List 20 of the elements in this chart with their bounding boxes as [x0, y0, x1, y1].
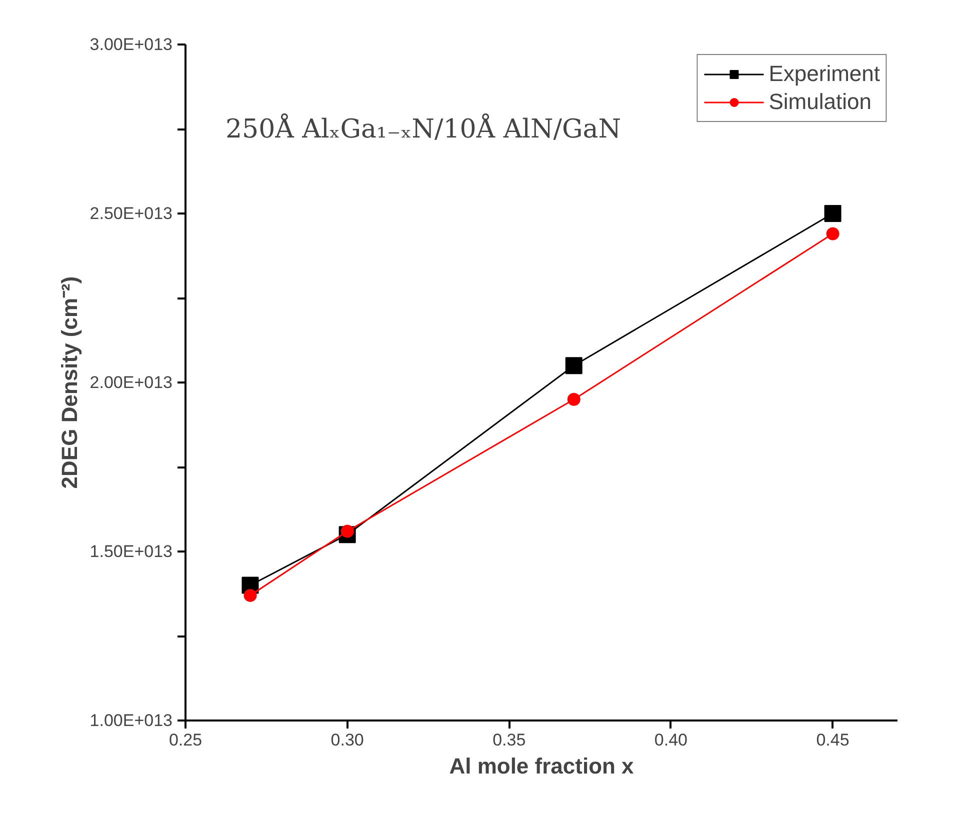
y-tick-label: 2.50E+013: [90, 204, 172, 223]
y-tick-label: 2.00E+013: [90, 373, 172, 392]
annotation: 250Å AlₓGa₁₋ₓN/10Å AlN/GaN: [226, 112, 621, 144]
y-tick-label: 1.50E+013: [90, 542, 172, 561]
x-tick-label: 0.25: [168, 730, 202, 750]
point: [244, 588, 257, 602]
y-tick-label: 1.00E+013: [90, 711, 172, 730]
point: [826, 227, 840, 240]
point: [565, 357, 582, 374]
point: [824, 205, 842, 222]
legend-label: Experiment: [768, 61, 880, 87]
x-tick-label: 0.35: [492, 730, 526, 750]
legend-label: Simulation: [768, 89, 872, 115]
point: [567, 392, 580, 406]
x-tick-label: 0.40: [654, 730, 688, 750]
x-tick-label: 0.30: [330, 730, 364, 750]
y-axis-title: 2DEG Density (cm⁻²): [56, 276, 82, 489]
x-axis-title: Al mole fraction x: [449, 754, 635, 778]
y-tick-label: 3.00E+013: [90, 35, 172, 54]
x-tick-label: 0.45: [816, 730, 850, 750]
